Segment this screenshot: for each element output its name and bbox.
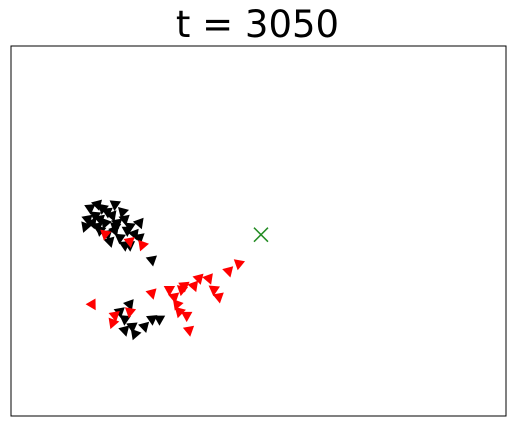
red-agent-marker bbox=[124, 307, 137, 319]
black-agent-marker bbox=[105, 210, 117, 222]
plot-frame bbox=[10, 45, 507, 417]
red-agent-marker bbox=[168, 292, 180, 304]
black-agent-marker bbox=[119, 315, 131, 326]
red-agent-marker bbox=[163, 286, 176, 297]
red-agent-marker bbox=[182, 325, 195, 337]
black-agent-marker bbox=[110, 222, 122, 234]
black-agent-marker bbox=[103, 236, 115, 248]
black-agent-marker bbox=[114, 233, 126, 245]
red-agent-marker bbox=[187, 280, 199, 293]
black-agent-marker bbox=[93, 214, 105, 226]
black-agent-marker bbox=[118, 325, 130, 337]
black-agent-marker bbox=[121, 226, 133, 237]
black-agent-marker bbox=[133, 233, 145, 245]
black-agent-marker bbox=[118, 214, 130, 226]
black-agent-marker bbox=[84, 204, 96, 215]
black-agent-marker bbox=[81, 214, 93, 226]
black-agent-marker bbox=[132, 217, 144, 230]
red-agent-marker bbox=[100, 229, 112, 241]
red-agent-marker bbox=[208, 285, 220, 297]
black-agent-marker bbox=[146, 315, 158, 326]
red-agent-marker bbox=[178, 281, 190, 293]
black-agent-marker bbox=[130, 328, 142, 341]
red-agent-marker bbox=[108, 317, 120, 330]
black-agent-marker bbox=[138, 321, 150, 333]
red-agent-marker bbox=[212, 292, 224, 304]
target-x-marker bbox=[253, 227, 269, 243]
black-agent-marker bbox=[101, 217, 112, 230]
black-agent-marker bbox=[113, 307, 125, 319]
black-agent-marker bbox=[81, 221, 92, 233]
red-agent-marker bbox=[85, 298, 96, 311]
red-agent-marker bbox=[174, 306, 186, 319]
red-agent-marker bbox=[145, 288, 157, 300]
black-agent-marker bbox=[123, 299, 134, 311]
black-agent-marker bbox=[153, 315, 166, 326]
black-agent-marker bbox=[118, 241, 131, 252]
black-agent-marker bbox=[101, 207, 113, 219]
red-agent-marker bbox=[138, 239, 149, 252]
black-agent-marker bbox=[91, 222, 103, 234]
black-agent-marker bbox=[118, 207, 129, 219]
red-agent-marker bbox=[192, 273, 204, 285]
red-agent-marker bbox=[123, 237, 135, 248]
black-agent-marker bbox=[126, 322, 138, 334]
chart-title: t = 3050 bbox=[175, 3, 340, 46]
red-agent-marker bbox=[202, 273, 213, 285]
red-agent-marker bbox=[181, 311, 193, 323]
black-agent-marker bbox=[145, 255, 157, 267]
red-agent-marker bbox=[108, 311, 120, 322]
red-agent-marker bbox=[222, 266, 234, 278]
plot-marks bbox=[81, 199, 269, 341]
red-agent-marker bbox=[233, 259, 245, 271]
black-agent-marker bbox=[109, 200, 121, 212]
